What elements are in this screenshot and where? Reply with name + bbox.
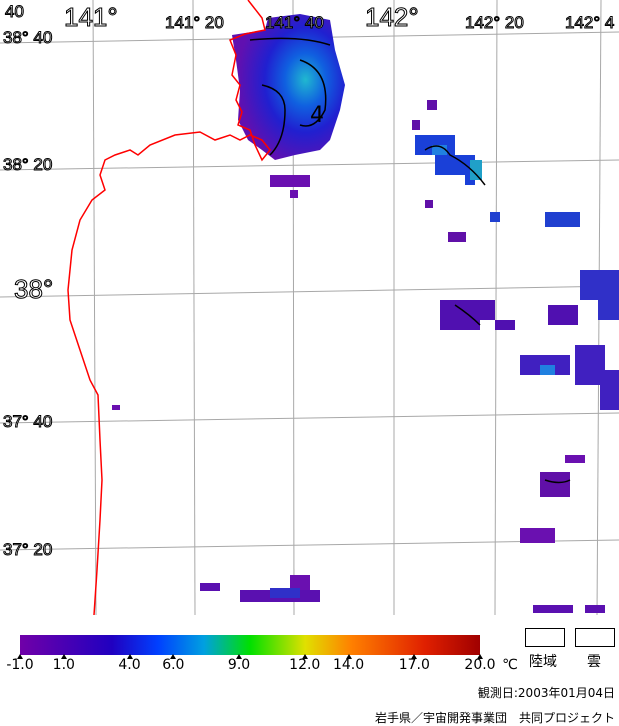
scale-tick-marker xyxy=(301,654,308,659)
scale-tick-label: 17.0 xyxy=(398,657,430,673)
lon-label-141: 141° xyxy=(64,2,118,32)
coordinate-labels: 40 38° 40 38° 20 38° 37° 40 37° 20 141° … xyxy=(3,2,615,560)
lat-label-37-40: 37° 40 xyxy=(3,412,52,431)
lon-label-142: 142° xyxy=(365,2,419,32)
color-scale-bar xyxy=(20,635,480,655)
scale-tick-label: 1.0 xyxy=(52,657,75,673)
lat-label-38-20: 38° 20 xyxy=(3,155,52,174)
corner-label: 40 xyxy=(5,2,24,21)
scale-tick-label: 9.0 xyxy=(227,657,251,673)
cloud-label: 雲 xyxy=(587,654,601,670)
contour-label: 4 xyxy=(310,103,324,128)
scale-tick-marker xyxy=(60,654,67,659)
land-label: 陸域 xyxy=(529,654,557,670)
scale-tick-marker xyxy=(477,654,483,659)
scale-tick-marker xyxy=(236,654,243,659)
lon-label-142-40: 142° 4 xyxy=(565,13,614,32)
scale-tick-marker xyxy=(126,654,133,659)
scale-tick-label: -1.0 xyxy=(6,657,34,673)
scale-tick-marker xyxy=(411,654,418,659)
lon-label-142-20: 142° 20 xyxy=(465,13,524,32)
scale-tick-label: 14.0 xyxy=(332,657,365,673)
cloud-swatch xyxy=(575,628,615,647)
scale-tick-label: 20.0 xyxy=(464,657,496,673)
unit-label: ℃ xyxy=(502,657,518,673)
scale-tick-label: 6.0 xyxy=(162,657,185,673)
lon-label-141-20: 141° 20 xyxy=(165,13,224,32)
sst-map: 4 40 38° 40 38° 20 38° 37° 40 37° 20 141… xyxy=(0,0,619,616)
lat-label-38-40: 38° 40 xyxy=(3,28,52,47)
scale-tick-marker xyxy=(345,654,352,659)
scale-tick-label: 12.0 xyxy=(289,657,321,673)
lat-label-38: 38° xyxy=(14,274,53,304)
sst-patches xyxy=(112,14,619,613)
scale-tick-marker xyxy=(170,654,177,659)
observation-date: 観測日:2003年01月04日 xyxy=(477,686,615,700)
lat-label-37-20: 37° 20 xyxy=(3,540,52,559)
land-swatch xyxy=(525,628,565,647)
coastline xyxy=(67,0,271,616)
credit: 岩手県／宇宙開発事業団 共同プロジェクト xyxy=(374,711,615,725)
isotherm-contours xyxy=(249,37,571,484)
scale-tick-marker xyxy=(17,654,23,659)
lon-label-141-40: 141° 40 xyxy=(265,13,324,32)
scale-tick-label: 4.0 xyxy=(118,657,141,673)
